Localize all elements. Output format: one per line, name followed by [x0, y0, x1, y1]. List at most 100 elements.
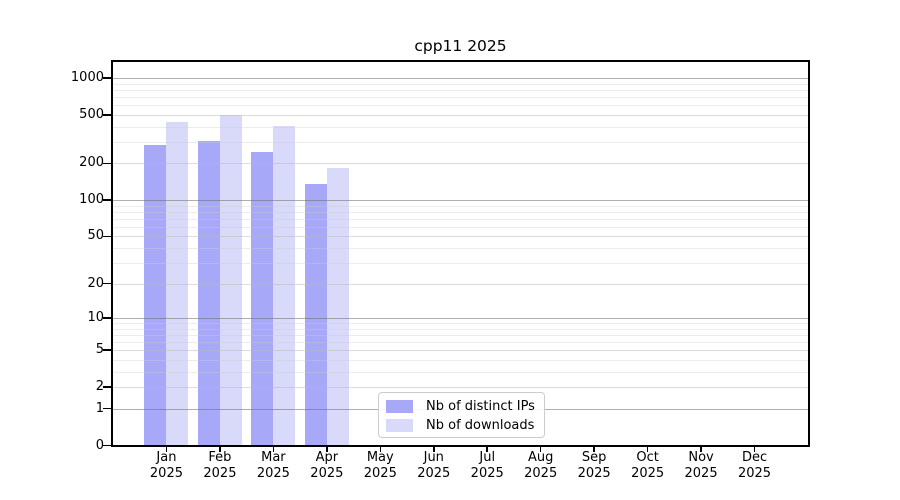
bar-jan-downloads: [166, 121, 189, 446]
x-tick-label-may: May 2025: [348, 450, 412, 483]
minor-gridline: [113, 341, 808, 343]
y-tick-mark: [103, 282, 111, 285]
bar-feb-downloads: [219, 114, 242, 446]
bar-mar-distinct-ips: [251, 151, 274, 446]
x-tick-month: Feb: [208, 449, 232, 465]
x-tick-mark: [753, 446, 756, 452]
y-tick-label: 50: [87, 228, 104, 244]
legend-label: Nb of distinct IPs: [426, 399, 535, 414]
legend-row-downloads: Nb of downloads: [379, 416, 544, 435]
minor-gridline: [113, 126, 808, 128]
x-tick-year: 2025: [256, 466, 290, 481]
x-tick-label-apr: Apr 2025: [295, 450, 359, 483]
y-tick-label: 10: [87, 309, 104, 325]
plot-area: [113, 61, 808, 446]
x-tick-label-feb: Feb 2025: [188, 450, 252, 483]
major-gridline: [113, 199, 808, 201]
x-tick-year: 2025: [524, 466, 558, 481]
x-tick-mark: [700, 446, 702, 452]
x-tick-month: Dec: [741, 449, 768, 465]
x-tick-label-jul: Jul 2025: [455, 450, 519, 483]
bars-layer: [113, 61, 808, 446]
x-tick-label-aug: Aug 2025: [509, 450, 573, 483]
y-tick-label: 1000: [70, 69, 104, 85]
minor-gridline: [113, 334, 808, 336]
y-tick-label: 100: [79, 191, 104, 207]
minor-gridline: [113, 83, 808, 85]
chart-title: cpp11 2025: [414, 37, 507, 55]
minor-gridline: [113, 359, 808, 361]
x-tick-month: Nov: [688, 449, 714, 465]
x-tick-label-jun: Jun 2025: [402, 450, 466, 483]
x-tick-mark: [593, 446, 595, 452]
x-tick-year: 2025: [149, 466, 183, 481]
y-tick-label: 1: [95, 400, 104, 416]
x-tick-mark: [379, 446, 382, 452]
y-tick-mark: [103, 113, 111, 116]
x-tick-year: 2025: [310, 466, 344, 481]
x-tick-label-jan: Jan 2025: [134, 450, 198, 483]
mid-gridline: [113, 163, 808, 165]
x-tick-mark: [539, 446, 542, 452]
x-tick-mark: [486, 446, 489, 452]
x-tick-month: Apr: [315, 449, 339, 465]
x-tick-year: 2025: [470, 466, 504, 481]
major-gridline: [113, 77, 808, 79]
minor-gridline: [113, 89, 808, 91]
minor-gridline: [113, 322, 808, 324]
x-tick-year: 2025: [684, 466, 718, 481]
x-tick-label-oct: Oct 2025: [616, 450, 680, 483]
x-tick-mark: [219, 446, 221, 452]
spine-bottom: [111, 445, 810, 447]
y-tick-label: 2: [95, 379, 104, 395]
bar-jan-distinct-ips: [144, 144, 167, 446]
y-tick-mark: [103, 317, 111, 319]
x-tick-label-nov: Nov 2025: [669, 450, 733, 483]
x-tick-mark: [646, 446, 649, 452]
legend-row-distinct-ips: Nb of distinct IPs: [379, 397, 544, 416]
bar-apr-distinct-ips: [304, 184, 327, 446]
major-gridline: [113, 317, 808, 319]
y-tick-label: 500: [79, 106, 104, 122]
legend-swatch-distinct-ips: [386, 400, 413, 413]
bar-feb-distinct-ips: [197, 140, 220, 446]
y-tick-mark: [103, 162, 111, 165]
y-tick-mark: [103, 386, 111, 388]
y-tick-mark: [103, 199, 111, 201]
mid-gridline: [113, 283, 808, 285]
minor-gridline: [113, 226, 808, 228]
x-tick-month: Jan: [156, 449, 177, 465]
mid-gridline: [113, 236, 808, 238]
minor-gridline: [113, 141, 808, 143]
y-tick-mark: [103, 235, 111, 238]
y-tick-label: 5: [95, 342, 104, 358]
x-tick-mark: [432, 446, 435, 452]
x-tick-label-dec: Dec 2025: [723, 450, 787, 483]
x-tick-year: 2025: [631, 466, 665, 481]
x-tick-mark: [165, 446, 168, 452]
mid-gridline: [113, 114, 808, 116]
spine-left: [111, 59, 113, 447]
y-tick-label: 0: [95, 437, 104, 453]
legend-label: Nb of downloads: [426, 418, 535, 433]
minor-gridline: [113, 328, 808, 330]
mid-gridline: [113, 350, 808, 352]
y-tick-mark: [103, 407, 111, 410]
spine-top: [111, 59, 810, 62]
minor-gridline: [113, 96, 808, 98]
x-tick-year: 2025: [363, 466, 397, 481]
x-tick-year: 2025: [577, 466, 611, 481]
bar-apr-downloads: [326, 168, 349, 446]
mid-gridline: [113, 387, 808, 389]
x-tick-month: Jul: [479, 449, 496, 465]
minor-gridline: [113, 205, 808, 207]
x-tick-year: 2025: [417, 466, 451, 481]
x-tick-year: 2025: [737, 466, 772, 481]
x-tick-mark: [272, 446, 275, 452]
minor-gridline: [113, 105, 808, 107]
x-tick-month: Sep: [581, 449, 607, 465]
minor-gridline: [113, 247, 808, 249]
x-tick-month: Oct: [636, 449, 659, 465]
